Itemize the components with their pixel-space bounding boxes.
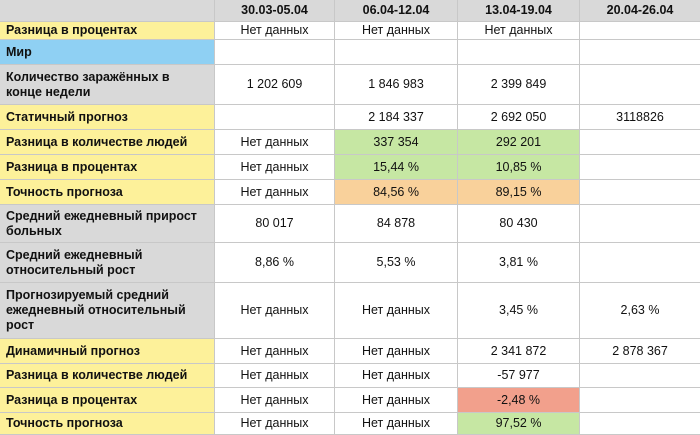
- row-label-cell[interactable]: Точность прогноза: [0, 413, 215, 435]
- table-row: Разница в процентах Нет данных 15,44 % 10,8…: [0, 155, 700, 180]
- table-cell[interactable]: Нет данных: [335, 388, 458, 413]
- table-cell[interactable]: Нет данных: [335, 364, 458, 388]
- row-label-cell[interactable]: Точность прогноза: [0, 180, 215, 205]
- table-cell[interactable]: Нет данных: [215, 283, 335, 339]
- table-row: Динамичный прогноз Нет данных Нет данных 2 …: [0, 339, 700, 364]
- table-cell[interactable]: 2 184 337: [335, 105, 458, 130]
- table-row: Разница в количестве людей Нет данных 337 …: [0, 130, 700, 155]
- table-cell[interactable]: [580, 40, 700, 65]
- header-period-1[interactable]: 30.03-05.04: [215, 0, 335, 22]
- table-cell[interactable]: [215, 105, 335, 130]
- row-label-cell[interactable]: Средний ежедневный прирост больных: [0, 205, 215, 243]
- table-cell[interactable]: 2 878 367: [580, 339, 700, 364]
- table-cell[interactable]: 3,81 %: [458, 243, 580, 283]
- table-cell[interactable]: Нет данных: [215, 130, 335, 155]
- table-cell[interactable]: 1 846 983: [335, 65, 458, 105]
- table-cell[interactable]: [458, 40, 580, 65]
- table-row: Количество заражённых в конце недели 1 20…: [0, 65, 700, 105]
- row-label-cell[interactable]: Разница в процентах: [0, 155, 215, 180]
- table-cell[interactable]: [580, 155, 700, 180]
- table-cell[interactable]: 5,53 %: [335, 243, 458, 283]
- table-cell[interactable]: 8,86 %: [215, 243, 335, 283]
- row-label-cell[interactable]: Разница в количестве людей: [0, 364, 215, 388]
- row-label-cell[interactable]: Разница в количестве людей: [0, 130, 215, 155]
- table-cell[interactable]: [580, 22, 700, 40]
- row-label-cell[interactable]: Средний ежедневный относительный рост: [0, 243, 215, 283]
- table-cell[interactable]: 2 399 849: [458, 65, 580, 105]
- header-period-4[interactable]: 20.04-26.04: [580, 0, 700, 22]
- table-cell[interactable]: 84 878: [335, 205, 458, 243]
- row-label-cell[interactable]: Прогнозируемый средний ежедневный относи…: [0, 283, 215, 339]
- row-label-cell[interactable]: Количество заражённых в конце недели: [0, 65, 215, 105]
- table-cell[interactable]: Нет данных: [215, 388, 335, 413]
- table-cell[interactable]: 2 692 050: [458, 105, 580, 130]
- table-row: Точность прогноза Нет данных 84,56 % 89,15 …: [0, 180, 700, 205]
- table-row: Средний ежедневный прирост больных 80 017…: [0, 205, 700, 243]
- table-cell[interactable]: Нет данных: [335, 413, 458, 435]
- table-cell[interactable]: 15,44 %: [335, 155, 458, 180]
- table-cell[interactable]: Нет данных: [335, 22, 458, 40]
- table-row: Разница в процентах Нет данных Нет данных Н…: [0, 22, 700, 40]
- table-cell[interactable]: Нет данных: [215, 155, 335, 180]
- table-cell[interactable]: Нет данных: [335, 283, 458, 339]
- table-cell[interactable]: Нет данных: [215, 22, 335, 40]
- header-corner-cell[interactable]: [0, 0, 215, 22]
- table-row: Разница в количестве людей Нет данных Нет …: [0, 364, 700, 388]
- table-cell[interactable]: Нет данных: [335, 339, 458, 364]
- table-row: Прогнозируемый средний ежедневный относи…: [0, 283, 700, 339]
- table-cell[interactable]: 84,56 %: [335, 180, 458, 205]
- table-cell[interactable]: Нет данных: [215, 364, 335, 388]
- table-row: Статичный прогноз 2 184 337 2 692 050 31188…: [0, 105, 700, 130]
- table-cell[interactable]: [580, 180, 700, 205]
- table-cell[interactable]: 2 341 872: [458, 339, 580, 364]
- table-cell[interactable]: [580, 413, 700, 435]
- table-cell[interactable]: 2,63 %: [580, 283, 700, 339]
- table-cell[interactable]: [215, 40, 335, 65]
- table-row: Разница в процентах Нет данных Нет данных -…: [0, 388, 700, 413]
- table-cell[interactable]: [580, 205, 700, 243]
- table-cell[interactable]: 80 017: [215, 205, 335, 243]
- table-cell[interactable]: -57 977: [458, 364, 580, 388]
- row-label-cell[interactable]: Разница в процентах: [0, 388, 215, 413]
- table-cell[interactable]: 89,15 %: [458, 180, 580, 205]
- table-cell[interactable]: [580, 364, 700, 388]
- table-cell[interactable]: Нет данных: [215, 413, 335, 435]
- row-label-cell[interactable]: Статичный прогноз: [0, 105, 215, 130]
- table-cell[interactable]: 80 430: [458, 205, 580, 243]
- table-cell[interactable]: 97,52 %: [458, 413, 580, 435]
- row-label-cell[interactable]: Динамичный прогноз: [0, 339, 215, 364]
- table-cell[interactable]: Нет данных: [215, 180, 335, 205]
- table-cell[interactable]: 3,45 %: [458, 283, 580, 339]
- row-label-cell[interactable]: Разница в процентах: [0, 22, 215, 40]
- header-row: 30.03-05.04 06.04-12.04 13.04-19.04 20.0…: [0, 0, 700, 22]
- table-cell[interactable]: 337 354: [335, 130, 458, 155]
- table-cell[interactable]: [580, 243, 700, 283]
- table-cell[interactable]: Нет данных: [458, 22, 580, 40]
- table-cell[interactable]: 292 201: [458, 130, 580, 155]
- table-cell[interactable]: -2,48 %: [458, 388, 580, 413]
- table-cell[interactable]: 3118826: [580, 105, 700, 130]
- table-row: Средний ежедневный относительный рост 8,8…: [0, 243, 700, 283]
- row-label-cell[interactable]: Мир: [0, 40, 215, 65]
- table-cell[interactable]: 10,85 %: [458, 155, 580, 180]
- table-row: Точность прогноза Нет данных Нет данных 97,…: [0, 413, 700, 435]
- header-period-2[interactable]: 06.04-12.04: [335, 0, 458, 22]
- table-cell[interactable]: [580, 130, 700, 155]
- table-cell[interactable]: Нет данных: [215, 339, 335, 364]
- table-row: Мир: [0, 40, 700, 65]
- table-cell[interactable]: 1 202 609: [215, 65, 335, 105]
- table-cell[interactable]: [580, 388, 700, 413]
- table-cell[interactable]: [580, 65, 700, 105]
- table-cell[interactable]: [335, 40, 458, 65]
- header-period-3[interactable]: 13.04-19.04: [458, 0, 580, 22]
